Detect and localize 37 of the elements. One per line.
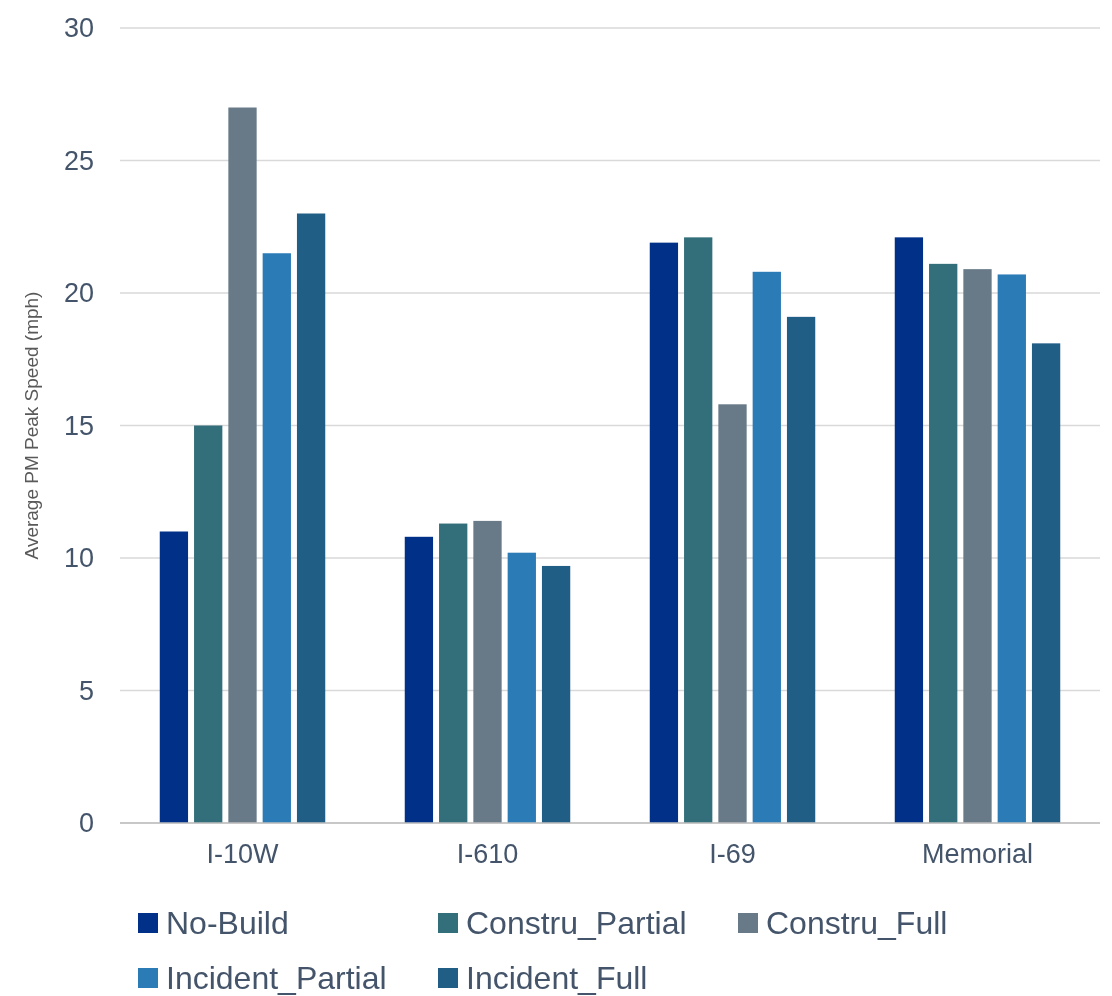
- bar: [786, 316, 816, 823]
- x-tick-label: I-69: [709, 839, 756, 869]
- bar: [439, 523, 468, 823]
- legend-label: No-Build: [166, 905, 289, 941]
- y-tick-label: 10: [63, 543, 94, 573]
- bar: [894, 237, 924, 823]
- y-tick-label: 30: [63, 13, 94, 43]
- bar: [718, 404, 747, 823]
- bar: [684, 237, 713, 823]
- legend-label: Incident_Full: [466, 960, 648, 996]
- bar: [997, 274, 1026, 823]
- y-tick-label: 5: [78, 675, 94, 706]
- bar: [404, 536, 434, 823]
- bar: [507, 552, 536, 823]
- bar: [473, 520, 502, 823]
- y-tick-label: 15: [63, 410, 94, 441]
- y-tick-label: 20: [63, 278, 94, 308]
- y-axis-title: Average PM Peak Speed (mph): [21, 291, 42, 560]
- bar: [262, 253, 291, 823]
- bar: [752, 271, 781, 823]
- bar: [541, 565, 571, 823]
- x-tick-label: I-610: [456, 839, 519, 869]
- legend-label: Constru_Partial: [466, 905, 687, 941]
- legend-label: Incident_Partial: [166, 960, 387, 996]
- bar: [929, 263, 958, 823]
- bar: [649, 242, 679, 823]
- y-tick-label: 25: [63, 145, 94, 176]
- bar: [1031, 343, 1061, 823]
- bar: [963, 269, 992, 823]
- bar: [296, 213, 326, 823]
- legend-label: Constru_Full: [766, 905, 948, 941]
- x-tick-label: Memorial: [921, 839, 1034, 869]
- y-tick-label: 0: [78, 808, 94, 838]
- bar: [228, 107, 257, 823]
- bar: [159, 531, 189, 823]
- x-tick-label: I-10W: [206, 839, 280, 869]
- bar: [194, 425, 223, 823]
